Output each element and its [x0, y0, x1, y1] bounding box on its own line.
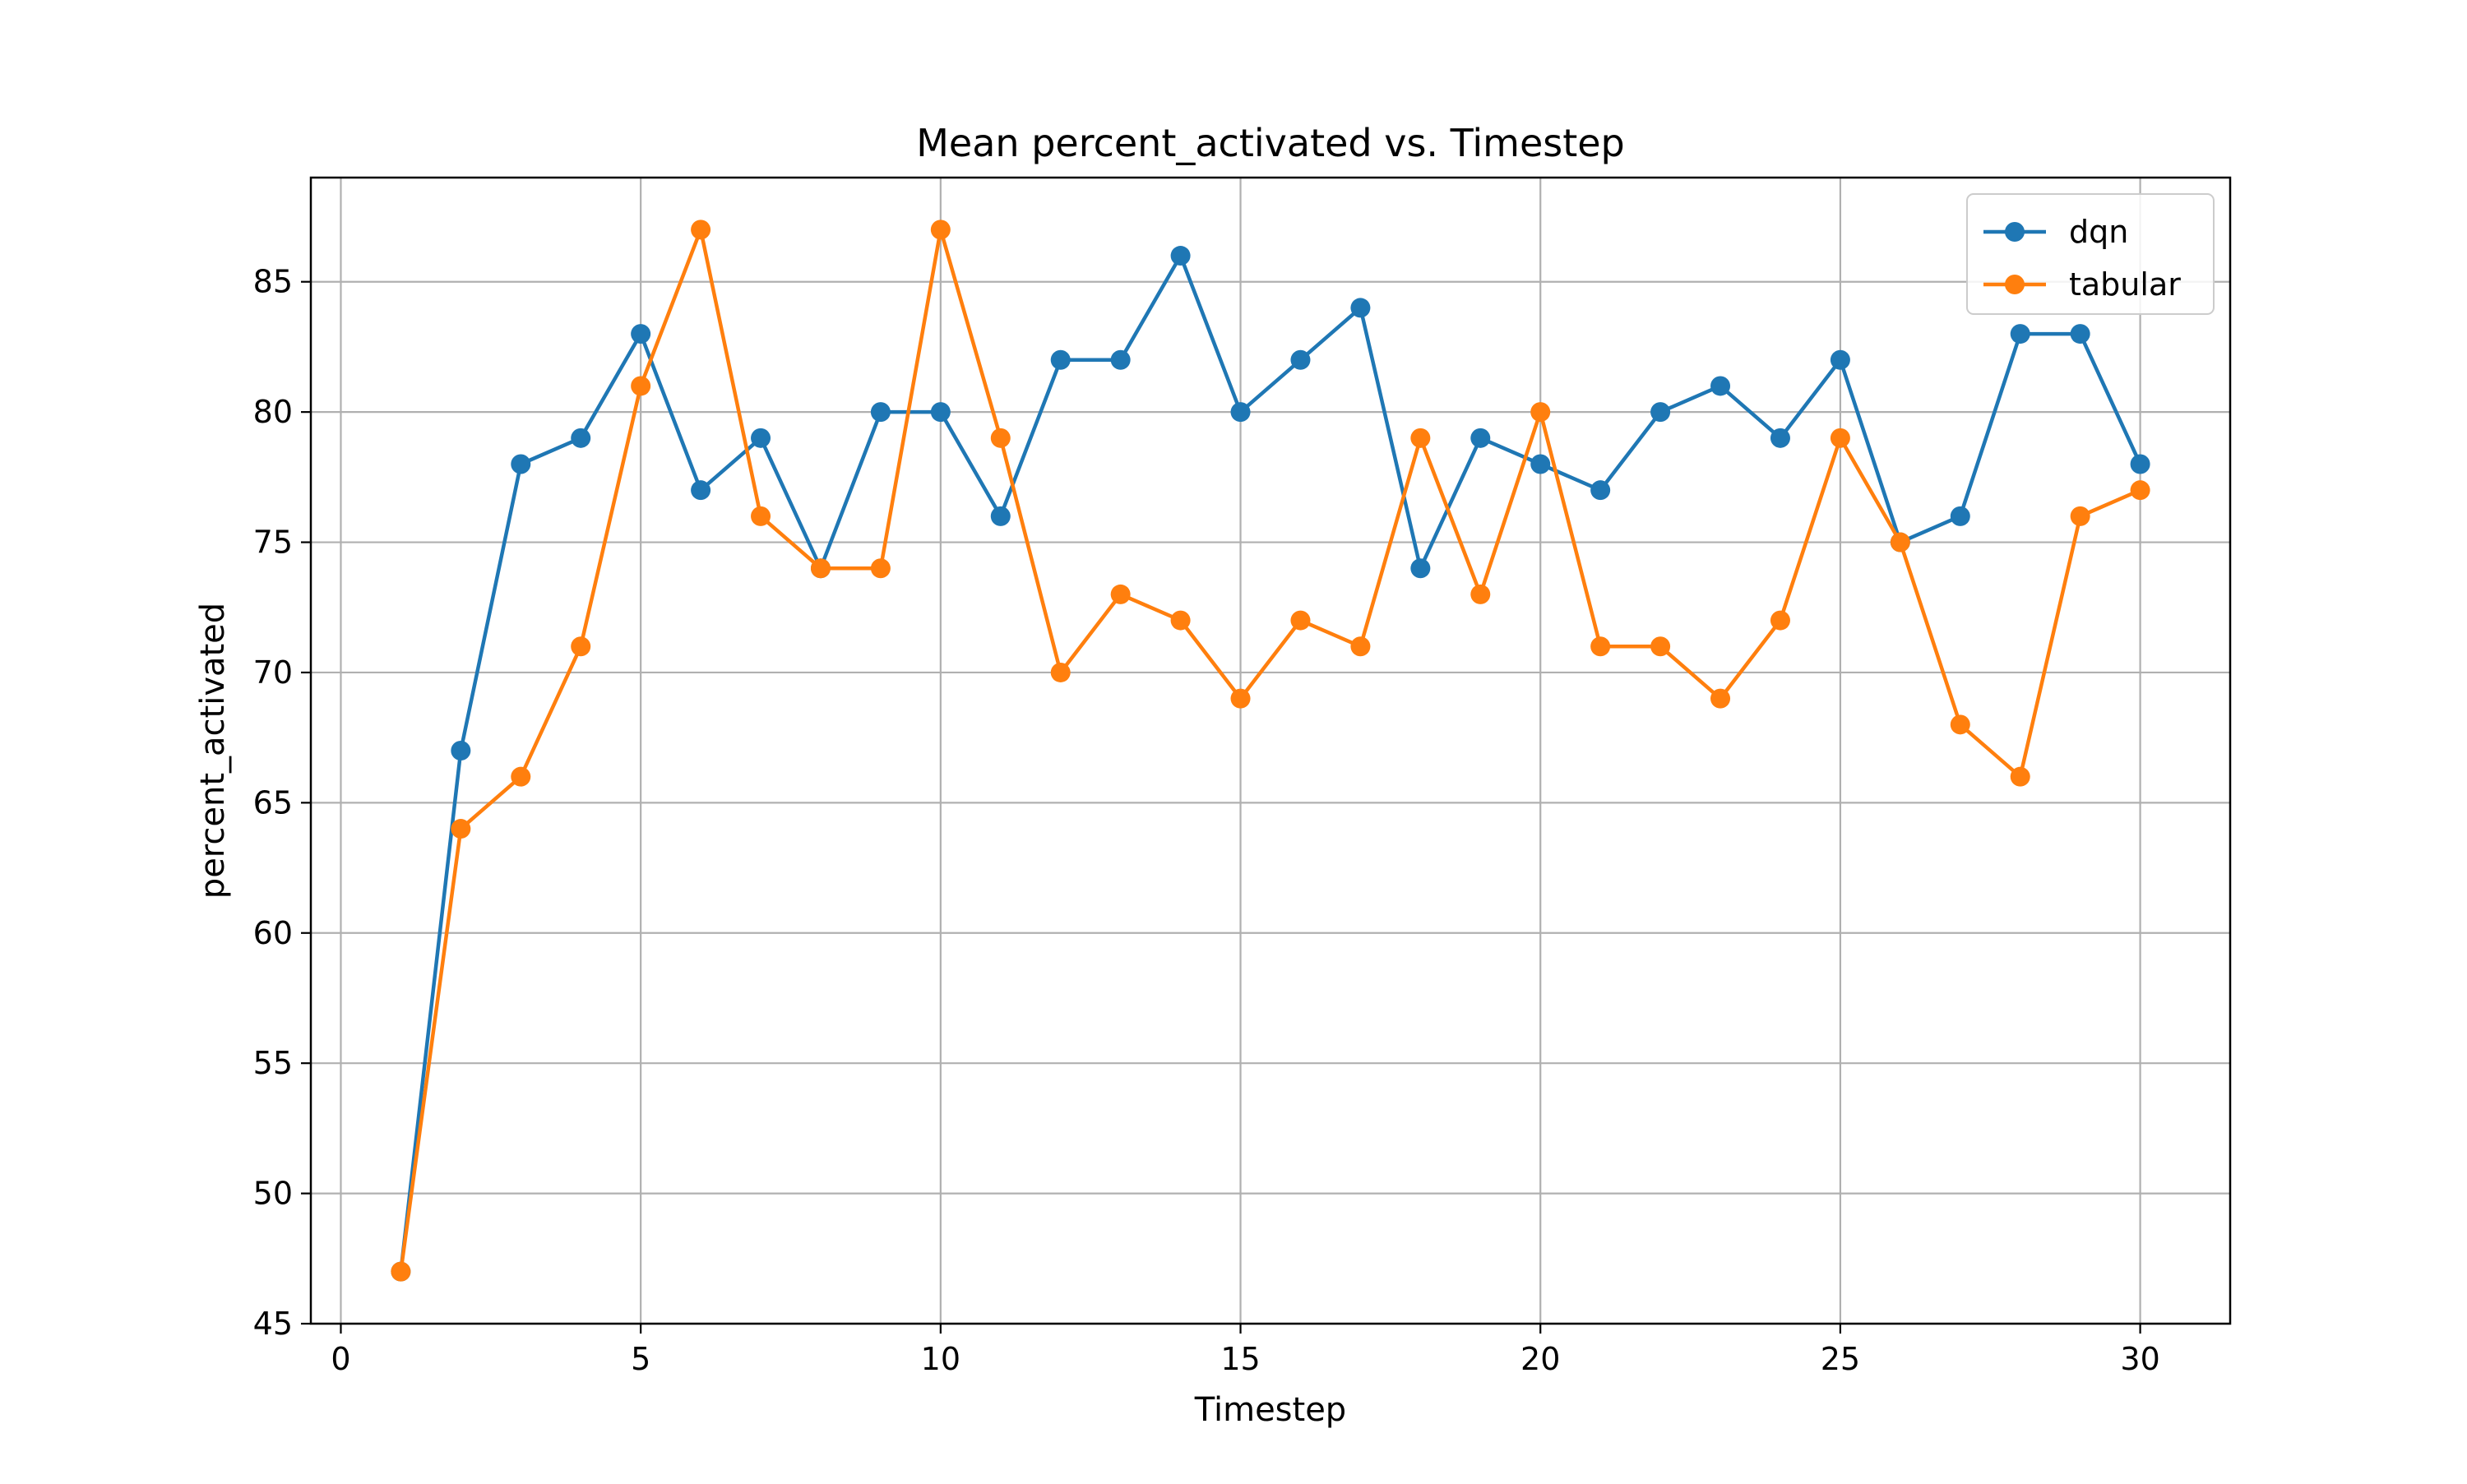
data-point-tabular: [1650, 636, 1671, 657]
x-tick-label: 5: [631, 1341, 650, 1377]
series-line-dqn: [399, 253, 2142, 1272]
data-point-tabular: [1770, 610, 1790, 631]
data-point-dqn: [1830, 349, 1850, 370]
data-point-tabular: [1110, 584, 1131, 604]
y-tick-label: 75: [253, 525, 293, 561]
x-tick-label: 25: [1821, 1341, 1860, 1377]
y-tick-label: 45: [253, 1306, 293, 1342]
x-tick-label: 10: [921, 1341, 960, 1377]
data-point-dqn: [1590, 480, 1611, 501]
legend-marker: [2005, 222, 2025, 242]
data-point-dqn: [1710, 376, 1731, 396]
data-point-dqn: [2010, 324, 2030, 344]
chart-title: Mean percent_activated vs. Timestep: [916, 121, 1625, 165]
data-point-tabular: [451, 819, 471, 839]
data-point-dqn: [1170, 246, 1191, 266]
data-point-dqn: [1230, 402, 1251, 423]
series-tabular: [391, 220, 2150, 1282]
data-point-tabular: [870, 558, 891, 579]
data-point-dqn: [751, 428, 771, 448]
legend-marker: [2005, 275, 2025, 294]
data-point-dqn: [930, 402, 951, 423]
y-tick-label: 50: [253, 1176, 293, 1212]
data-point-tabular: [810, 558, 831, 579]
data-point-tabular: [1170, 610, 1191, 631]
x-tick-label: 30: [2120, 1341, 2159, 1377]
data-point-dqn: [1410, 558, 1431, 579]
data-point-dqn: [1350, 298, 1371, 318]
data-point-dqn: [691, 480, 711, 501]
data-point-tabular: [1050, 662, 1071, 682]
data-point-dqn: [571, 428, 591, 448]
y-tick-label: 80: [253, 394, 293, 430]
y-tick-label: 60: [253, 915, 293, 951]
data-point-tabular: [571, 636, 591, 657]
data-point-dqn: [1530, 454, 1551, 474]
data-point-tabular: [1590, 636, 1611, 657]
data-point-dqn: [2070, 324, 2090, 344]
data-point-tabular: [1710, 688, 1731, 709]
data-point-dqn: [1050, 349, 1071, 370]
plot-frame: [309, 176, 2232, 1325]
data-point-tabular: [1410, 428, 1431, 448]
series-line-tabular: [399, 228, 2141, 1272]
x-tick-label: 20: [1520, 1341, 1560, 1377]
data-point-tabular: [511, 766, 531, 787]
series-dqn: [391, 246, 2150, 1282]
data-point-tabular: [391, 1261, 411, 1282]
legend-item-dqn: dqn: [1983, 214, 2128, 250]
x-tick-label: 0: [331, 1341, 350, 1377]
data-point-dqn: [1770, 428, 1790, 448]
data-point-tabular: [1890, 532, 1910, 552]
data-point-tabular: [751, 506, 771, 526]
data-point-tabular: [1230, 688, 1251, 709]
data-point-tabular: [1830, 428, 1850, 448]
data-point-dqn: [1650, 402, 1671, 423]
data-point-dqn: [990, 506, 1011, 526]
ticks: 0 5 10 15 20 25 30 45 50 55 60 65 70 75 80 85: [253, 264, 2160, 1377]
data-point-tabular: [2070, 506, 2090, 526]
data-point-dqn: [2130, 454, 2150, 474]
data-point-dqn: [1110, 349, 1131, 370]
legend-label: dqn: [2069, 214, 2128, 250]
series-layer: [391, 220, 2150, 1282]
y-tick-label: 70: [253, 654, 293, 691]
data-point-tabular: [691, 220, 711, 240]
data-point-tabular: [1290, 610, 1311, 631]
data-point-tabular: [1470, 584, 1491, 604]
data-point-dqn: [511, 454, 531, 474]
data-point-tabular: [2010, 766, 2030, 787]
data-point-tabular: [2130, 480, 2150, 501]
legend-item-tabular: tabular: [1983, 266, 2181, 303]
data-point-tabular: [1530, 402, 1551, 423]
data-point-tabular: [1950, 714, 1970, 735]
legend: dqn tabular: [1966, 193, 2215, 315]
legend-label: tabular: [2069, 266, 2181, 303]
data-point-tabular: [930, 220, 951, 240]
x-axis-label: Timestep: [1194, 1391, 1346, 1429]
data-point-dqn: [451, 741, 471, 760]
y-tick-label: 55: [253, 1045, 293, 1081]
data-point-dqn: [631, 324, 651, 344]
x-tick-label: 15: [1220, 1341, 1260, 1377]
data-point-dqn: [1950, 506, 1970, 526]
data-point-dqn: [1470, 428, 1491, 448]
data-point-tabular: [1350, 636, 1371, 657]
data-point-tabular: [990, 428, 1011, 448]
y-tick-label: 85: [253, 264, 293, 300]
y-tick-label: 65: [253, 784, 293, 821]
data-point-dqn: [1290, 349, 1311, 370]
data-point-dqn: [870, 402, 891, 423]
y-axis-label: percent_activated: [194, 603, 232, 899]
data-point-tabular: [631, 376, 651, 396]
